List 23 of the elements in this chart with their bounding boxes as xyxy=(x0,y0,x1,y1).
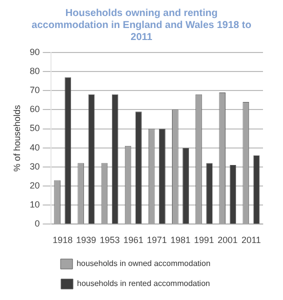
x-tick-label: 1939 xyxy=(76,235,96,246)
y-tick-label: 40 xyxy=(30,142,40,152)
x-tick-label: 1991 xyxy=(194,235,214,246)
legend-label: households in owned accommodation xyxy=(76,259,210,268)
y-tick-label: 70 xyxy=(30,85,40,96)
x-tick-label: 2001 xyxy=(218,235,238,246)
x-tick-label: 2011 xyxy=(242,235,261,246)
y-tick-label: 60 xyxy=(30,104,40,114)
y-tick-label: 50 xyxy=(30,123,40,134)
y-tick-label: 30 xyxy=(30,161,40,172)
y-axis-title: % of households xyxy=(12,104,22,172)
x-tick-label: 1981 xyxy=(170,235,190,246)
x-tick-label: 1918 xyxy=(52,235,73,246)
chart-title: Households owning and renting accommodation in England and Wales 1918 to 2011 xyxy=(30,8,252,44)
y-tick-label: 10 xyxy=(30,200,40,210)
y-tick-label: 20 xyxy=(30,180,40,191)
y-tick-label: 90 xyxy=(30,46,40,57)
legend-label: households in rented accommodation xyxy=(77,279,210,288)
y-tick-label: 0 xyxy=(34,218,40,229)
x-tick-label: 1971 xyxy=(146,235,167,246)
x-tick-label: 1961 xyxy=(123,235,144,246)
y-tick-label: 80 xyxy=(30,66,40,76)
x-tick-label: 1953 xyxy=(100,235,120,246)
